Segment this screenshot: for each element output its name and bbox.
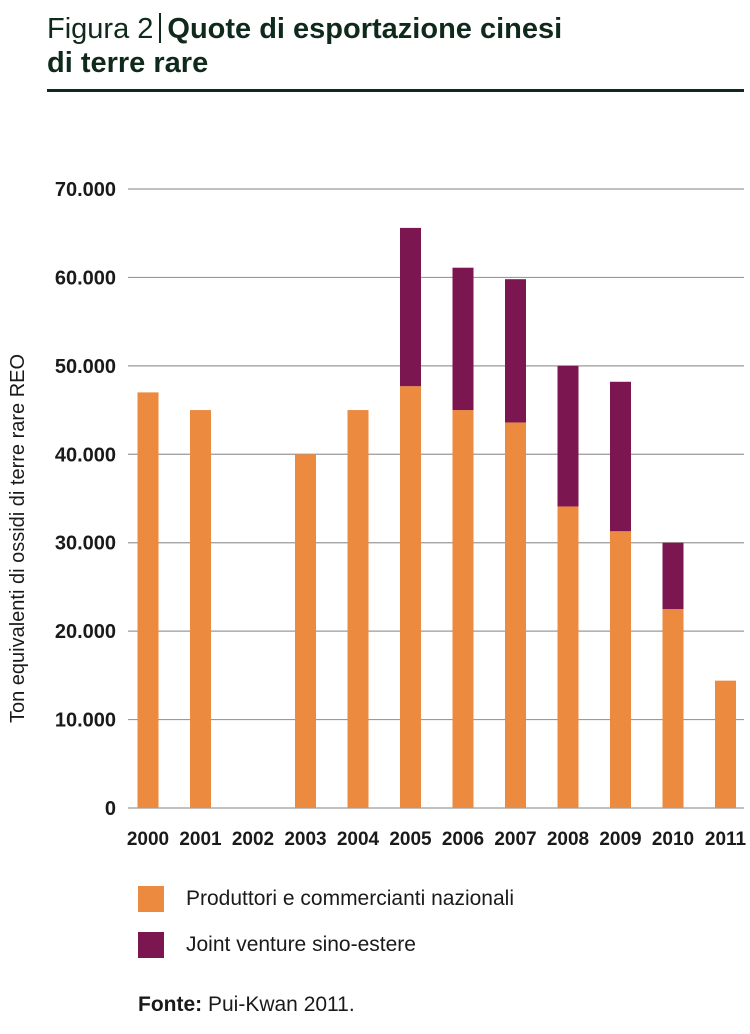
y-tick-label: 50.000 [55,356,116,378]
legend-label-joint-venture: Joint venture sino-estere [186,933,416,956]
title-line-1: Figura 2 Quote di esportazione cinesi [47,12,747,46]
legend: Produttori e commercianti nazionali Join… [138,885,514,977]
bar-joint-venture [400,227,421,387]
figure-title: Quote di esportazione cinesi [167,13,563,45]
y-tick-label: 10.000 [55,710,116,732]
bar-joint-venture [557,365,579,507]
bar-joint-venture [662,542,684,610]
y-tick-label: 40.000 [55,444,116,466]
bar-domestic [347,410,369,808]
x-tick-label: 2011 [705,829,747,850]
figure-number: Figura 2 [47,13,154,45]
bar-domestic [662,609,684,808]
bar-domestic [610,531,631,808]
bar-domestic [190,410,211,808]
bar-domestic [452,410,474,808]
title-rule [47,89,744,92]
chart-title-block: Figura 2 Quote di esportazione cinesi di … [47,12,747,80]
y-tick-label: 30.000 [55,533,116,555]
x-tick-label: 2004 [337,829,380,850]
source-text: Pui-Kwan 2011. [202,993,355,1016]
bar-domestic [295,454,316,808]
bar-joint-venture [610,381,631,532]
figure-title-line-2: di terre rare [47,47,209,79]
x-tick-label: 2001 [179,829,222,850]
legend-item-joint-venture: Joint venture sino-estere [138,931,514,959]
y-tick-label: 0 [105,798,116,820]
legend-swatch-joint-venture [138,932,164,958]
legend-label-domestic: Produttori e commercianti nazionali [186,887,514,910]
legend-swatch-domestic [138,886,164,912]
source-note: Fonte: Pui-Kwan 2011. [138,993,355,1017]
bar-domestic [557,506,579,808]
x-tick-label: 2007 [494,829,536,850]
y-tick-label: 20.000 [55,621,116,643]
x-tick-label: 2010 [652,829,694,850]
bar-domestic [505,422,526,808]
legend-item-domestic: Produttori e commercianti nazionali [138,885,514,913]
bar-domestic [137,392,159,808]
source-label: Fonte: [138,993,203,1016]
y-tick-label: 70.000 [55,179,116,201]
stacked-bar-chart: 0 10.000 20.000 30.000 40.000 50.000 60.000 70.… [7,179,747,850]
y-axis-label: Ton equivalenti di ossidi di terre rare … [7,354,29,723]
bar-domestic [715,680,736,808]
x-tick-label: 2006 [442,829,484,850]
x-tick-label: 2008 [547,829,589,850]
x-tick-label: 2003 [284,829,326,850]
y-tick-label: 60.000 [55,267,116,289]
x-tick-label: 2002 [232,829,274,850]
x-tick-label: 2009 [599,829,641,850]
bar-domestic [400,386,421,808]
x-tick-label: 2005 [389,829,432,850]
title-separator [159,13,162,43]
bar-joint-venture [505,279,526,423]
bar-joint-venture [452,267,474,411]
x-tick-label: 2000 [127,829,169,850]
